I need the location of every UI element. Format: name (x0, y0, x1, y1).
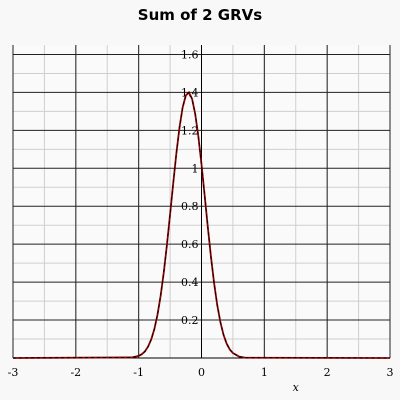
y-tick-label: 1.6 (181, 48, 199, 61)
x-tick-label: 2 (324, 366, 331, 379)
y-tick-label: 1 (192, 162, 199, 175)
x-tick-label: -2 (70, 366, 81, 379)
y-tick-label: 1.2 (181, 124, 199, 137)
x-tick-label: -3 (8, 366, 19, 379)
x-tick-label: 0 (198, 366, 205, 379)
x-axis-label: x (293, 381, 300, 394)
x-tick-label: -1 (133, 366, 144, 379)
series-line-2 (12, 91, 391, 359)
chart-title: Sum of 2 GRVs (137, 6, 263, 24)
y-tick-label: 0.2 (181, 314, 199, 327)
y-tick-label: 0.4 (181, 276, 199, 289)
x-tick-label: 1 (261, 366, 268, 379)
y-tick-label: 0.8 (181, 200, 199, 213)
y-tick-label: 0.6 (181, 238, 199, 251)
x-tick-label: 3 (387, 366, 394, 379)
